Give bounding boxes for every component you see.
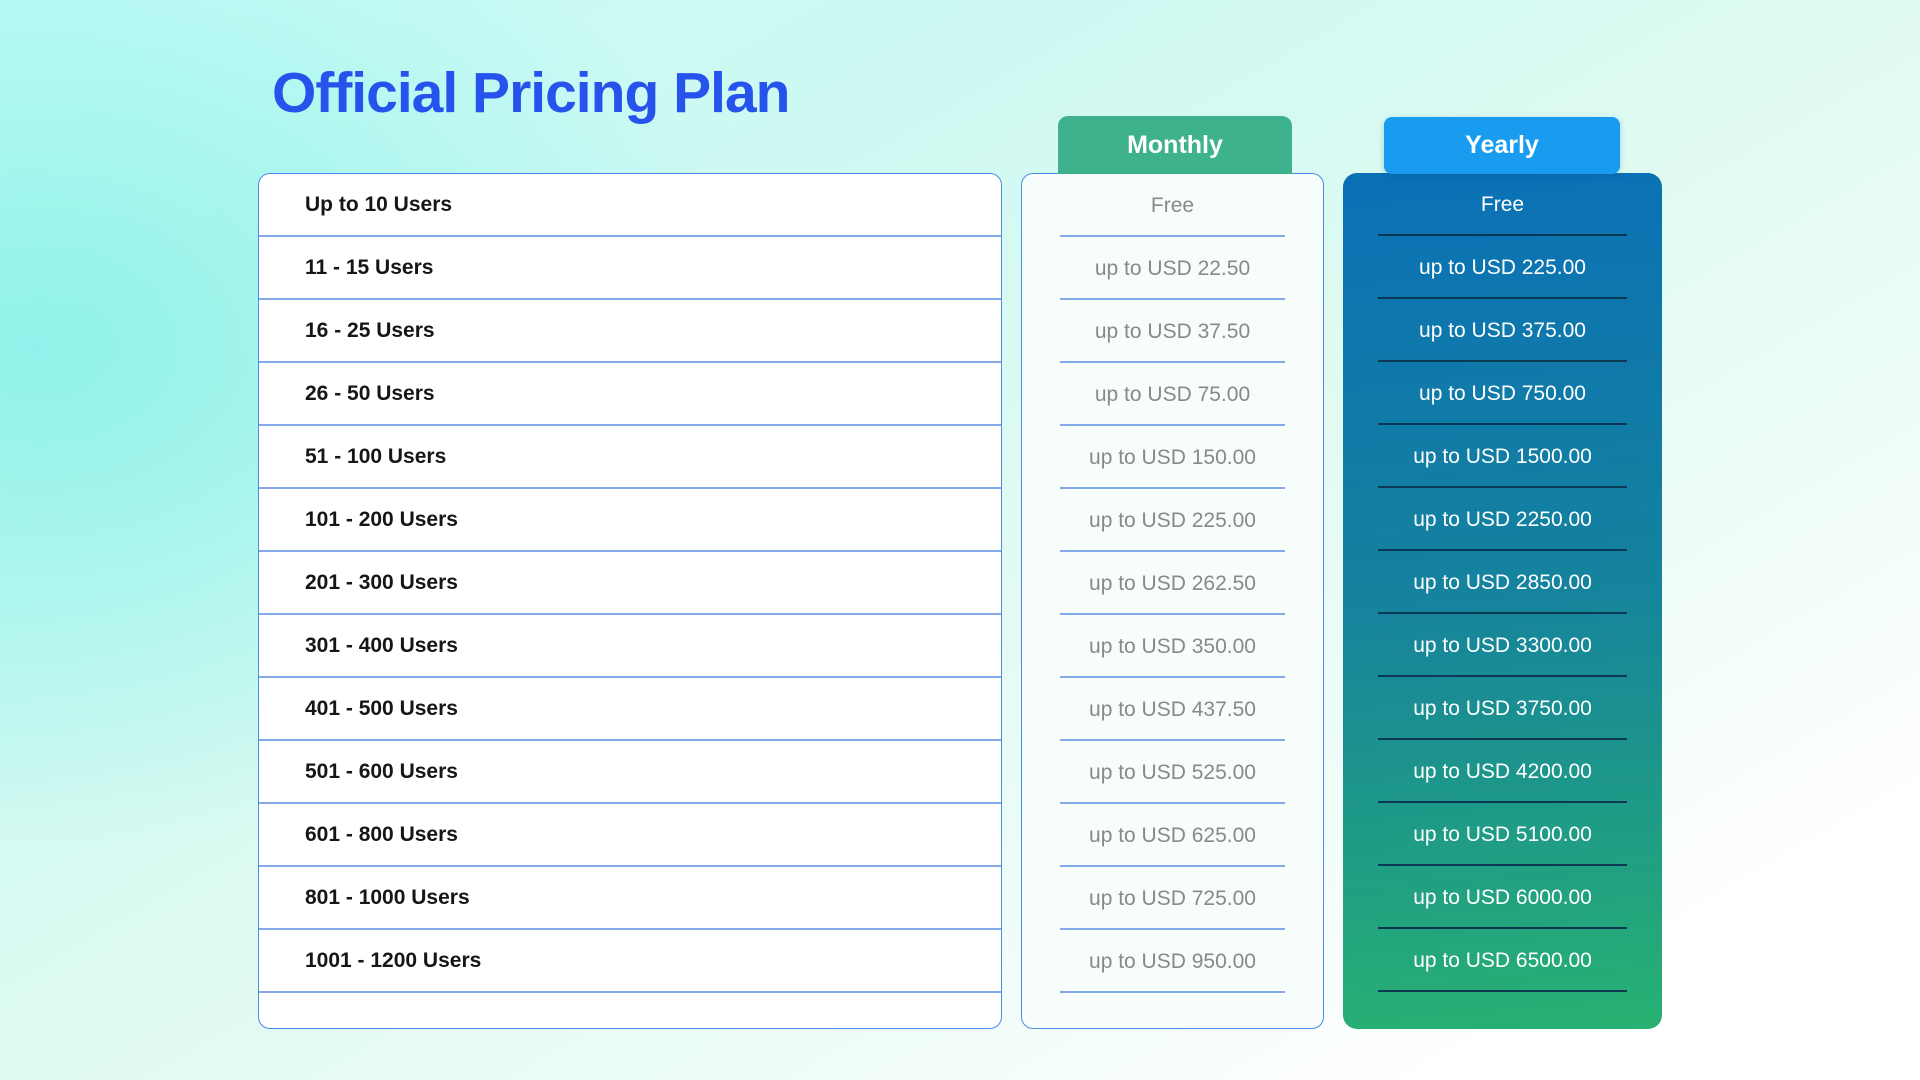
yearly-price-row: up to USD 225.00 [1343, 236, 1662, 299]
user-tier-row: 801 - 1000 Users [259, 867, 1001, 930]
monthly-price-row: up to USD 725.00 [1022, 867, 1323, 930]
monthly-price-row-label: up to USD 437.50 [1089, 697, 1256, 721]
yearly-price-row-label: up to USD 3750.00 [1413, 696, 1592, 720]
user-tier-row-label: 51 - 100 Users [305, 444, 447, 468]
yearly-price-row-label: up to USD 2850.00 [1413, 570, 1592, 594]
yearly-panel-rows: Free up to USD 225.00 up to USD 375.00 up t… [1343, 173, 1662, 1029]
monthly-price-row: up to USD 950.00 [1022, 930, 1323, 993]
user-tier-row-label: Up to 10 Users [305, 192, 453, 216]
user-tier-row: 101 - 200 Users [259, 489, 1001, 552]
user-tier-row: Up to 10 Users [259, 174, 1001, 237]
yearly-price-row: up to USD 750.00 [1343, 362, 1662, 425]
monthly-panel: Free up to USD 22.50 up to USD 37.50 up to … [1021, 173, 1324, 1029]
user-tier-row: 601 - 800 Users [259, 804, 1001, 867]
monthly-price-row-label: up to USD 625.00 [1089, 823, 1256, 847]
yearly-price-row-label: up to USD 2250.00 [1413, 507, 1592, 531]
yearly-price-row-label: up to USD 750.00 [1419, 381, 1586, 405]
yearly-price-row: Free [1343, 173, 1662, 236]
user-tier-row-label: 11 - 15 Users [305, 255, 434, 279]
monthly-price-row-label: up to USD 150.00 [1089, 445, 1256, 469]
monthly-price-row: up to USD 350.00 [1022, 615, 1323, 678]
monthly-price-row: Free [1022, 174, 1323, 237]
monthly-price-row: up to USD 225.00 [1022, 489, 1323, 552]
yearly-toggle-button[interactable]: Yearly [1384, 117, 1620, 174]
yearly-panel: Free up to USD 225.00 up to USD 375.00 up t… [1343, 173, 1662, 1029]
user-tier-row-label: 801 - 1000 Users [305, 885, 470, 909]
yearly-price-row-label: up to USD 225.00 [1419, 255, 1586, 279]
monthly-price-row: up to USD 437.50 [1022, 678, 1323, 741]
monthly-price-row-label: up to USD 725.00 [1089, 886, 1256, 910]
yearly-price-row: up to USD 2250.00 [1343, 488, 1662, 551]
user-tier-row: 26 - 50 Users [259, 363, 1001, 426]
monthly-price-row-label: up to USD 37.50 [1094, 319, 1251, 343]
user-tier-row: 16 - 25 Users [259, 300, 1001, 363]
monthly-price-row: up to USD 525.00 [1022, 741, 1323, 804]
user-tier-row: 201 - 300 Users [259, 552, 1001, 615]
users-panel-rows: Up to 10 Users 11 - 15 Users 16 - 25 Users… [259, 174, 1001, 1028]
yearly-price-row-label: up to USD 6000.00 [1413, 885, 1592, 909]
user-tier-row: 1001 - 1200 Users [259, 930, 1001, 993]
user-tier-row-label: 26 - 50 Users [305, 381, 435, 405]
monthly-price-row-label: up to USD 75.00 [1094, 382, 1251, 406]
yearly-price-row: up to USD 4200.00 [1343, 740, 1662, 803]
yearly-price-row-label: up to USD 375.00 [1419, 318, 1586, 342]
yearly-price-row: up to USD 2850.00 [1343, 551, 1662, 614]
user-tier-row: 301 - 400 Users [259, 615, 1001, 678]
users-panel: Up to 10 Users 11 - 15 Users 16 - 25 Users… [258, 173, 1002, 1029]
monthly-price-row: up to USD 262.50 [1022, 552, 1323, 615]
yearly-price-row-label: up to USD 1500.00 [1413, 444, 1592, 468]
yearly-price-row-label: up to USD 4200.00 [1413, 759, 1592, 783]
yearly-price-row-label: up to USD 6500.00 [1413, 948, 1592, 972]
yearly-price-row: up to USD 3300.00 [1343, 614, 1662, 677]
yearly-price-row-label: Free [1480, 192, 1525, 216]
yearly-price-row: up to USD 6000.00 [1343, 866, 1662, 929]
monthly-price-row: up to USD 37.50 [1022, 300, 1323, 363]
user-tier-row-label: 1001 - 1200 Users [305, 948, 482, 972]
monthly-toggle-button[interactable]: Monthly [1058, 116, 1292, 174]
monthly-price-row-label: Free [1150, 193, 1195, 217]
monthly-price-row: up to USD 625.00 [1022, 804, 1323, 867]
monthly-price-row-label: up to USD 225.00 [1089, 508, 1256, 532]
monthly-panel-rows: Free up to USD 22.50 up to USD 37.50 up to … [1022, 174, 1323, 1028]
user-tier-row-label: 201 - 300 Users [305, 570, 458, 594]
user-tier-row-label: 601 - 800 Users [305, 822, 458, 846]
user-tier-row: 401 - 500 Users [259, 678, 1001, 741]
yearly-price-row: up to USD 1500.00 [1343, 425, 1662, 488]
monthly-price-row-label: up to USD 525.00 [1089, 760, 1256, 784]
user-tier-row-label: 401 - 500 Users [305, 696, 458, 720]
monthly-price-row-label: up to USD 350.00 [1089, 634, 1256, 658]
yearly-price-row-label: up to USD 3300.00 [1413, 633, 1592, 657]
yearly-price-row-label: up to USD 5100.00 [1413, 822, 1592, 846]
user-tier-row-label: 501 - 600 Users [305, 759, 458, 783]
monthly-price-row: up to USD 75.00 [1022, 363, 1323, 426]
monthly-price-row: up to USD 22.50 [1022, 237, 1323, 300]
user-tier-row-label: 101 - 200 Users [305, 507, 458, 531]
page-title: Official Pricing Plan [272, 61, 790, 125]
yearly-price-row: up to USD 3750.00 [1343, 677, 1662, 740]
yearly-price-row: up to USD 6500.00 [1343, 929, 1662, 992]
monthly-price-row-label: up to USD 22.50 [1094, 256, 1251, 280]
user-tier-row: 501 - 600 Users [259, 741, 1001, 804]
user-tier-row: 11 - 15 Users [259, 237, 1001, 300]
monthly-price-row-label: up to USD 950.00 [1089, 949, 1256, 973]
monthly-price-row: up to USD 150.00 [1022, 426, 1323, 489]
user-tier-row-label: 16 - 25 Users [305, 318, 435, 342]
user-tier-row: 51 - 100 Users [259, 426, 1001, 489]
user-tier-row-label: 301 - 400 Users [305, 633, 458, 657]
yearly-price-row: up to USD 5100.00 [1343, 803, 1662, 866]
monthly-price-row-label: up to USD 262.50 [1089, 571, 1256, 595]
yearly-price-row: up to USD 375.00 [1343, 299, 1662, 362]
